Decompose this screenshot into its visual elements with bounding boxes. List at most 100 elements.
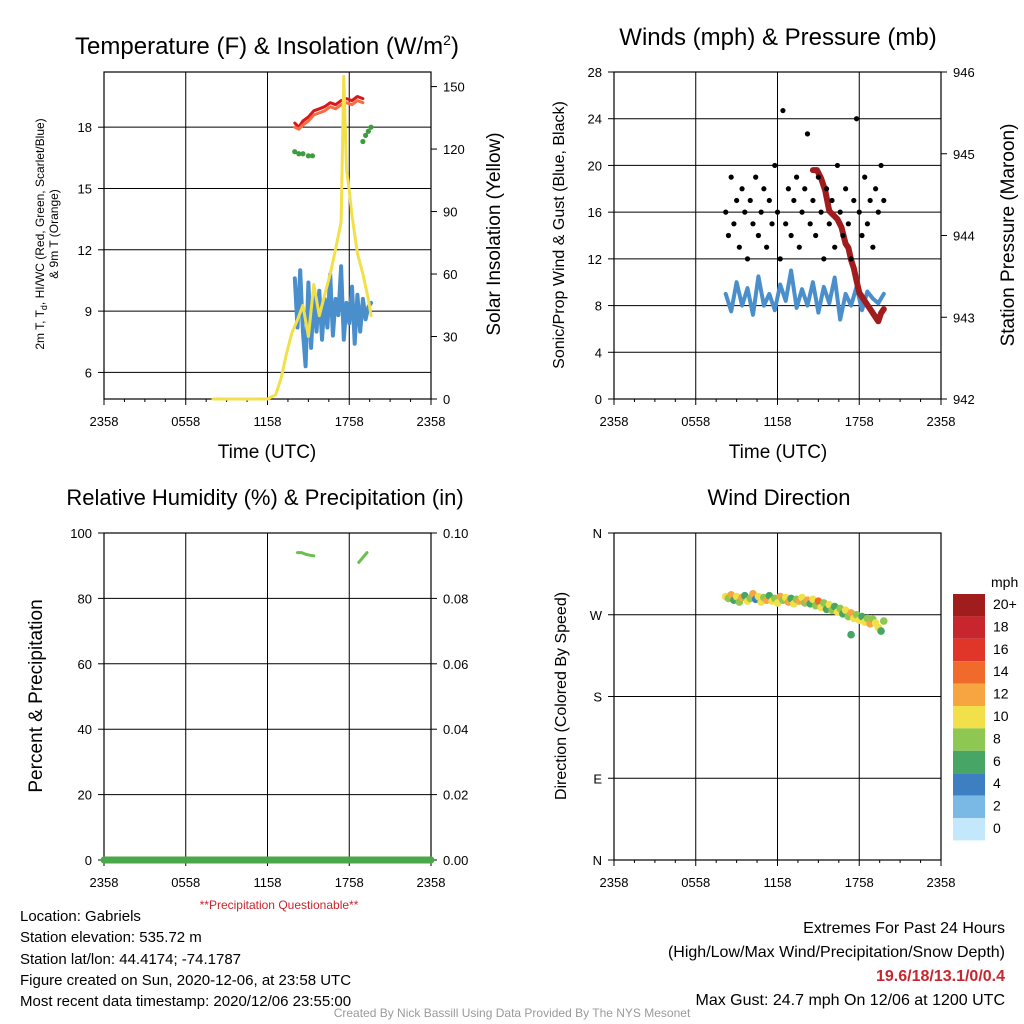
location-text: Location: Gabriels xyxy=(20,908,141,925)
y-tick-label: 12 xyxy=(588,252,602,267)
series-line xyxy=(293,95,365,129)
legend-swatch xyxy=(953,795,985,818)
y2-tick-label: 150 xyxy=(443,80,465,95)
precipitation-note: **Precipitation Questionable** xyxy=(200,898,359,912)
legend-label: 0 xyxy=(993,820,1001,836)
direction-point xyxy=(879,617,888,625)
y2-tick-label: 60 xyxy=(443,267,457,282)
data-point xyxy=(870,244,876,250)
legend-swatch xyxy=(953,728,985,751)
plot-frame xyxy=(613,71,942,400)
data-point xyxy=(788,232,794,239)
x-axis-label: Time (UTC) xyxy=(218,442,317,463)
x-tick-label: 1158 xyxy=(764,875,792,890)
x-axis-label: Time (UTC) xyxy=(729,442,828,463)
data-point xyxy=(731,221,737,227)
legend-label: 2 xyxy=(993,798,1001,814)
y-tick-label: 24 xyxy=(588,112,602,127)
data-point xyxy=(848,256,854,262)
data-point xyxy=(300,151,306,157)
data-point xyxy=(881,197,887,204)
data-point xyxy=(764,244,770,250)
data-point xyxy=(736,244,742,250)
legend-label: 6 xyxy=(993,753,1001,769)
y2-tick-label: 945 xyxy=(953,147,975,162)
max-gust-text: Max Gust: 24.7 mph On 12/06 at 1200 UTC xyxy=(695,992,1006,1009)
y2-axis-label: Solar Insolation (Yellow) xyxy=(484,132,505,335)
y2-tick-label: 0.00 xyxy=(443,853,468,868)
legend-label: 16 xyxy=(993,641,1009,657)
data-point xyxy=(723,209,729,215)
data-point xyxy=(755,232,762,239)
data-point xyxy=(796,244,802,250)
y-tick-label: 0 xyxy=(85,853,92,868)
data-point xyxy=(791,197,797,204)
data-point xyxy=(823,186,830,192)
data-point xyxy=(862,174,868,180)
legend-label: 12 xyxy=(993,686,1009,702)
data-point xyxy=(728,174,734,180)
y2-tick-label: 942 xyxy=(953,392,975,407)
x-tick-label: 2358 xyxy=(90,875,119,890)
data-point xyxy=(309,153,316,159)
y-tick-label: E xyxy=(593,771,602,786)
x-tick-label: 2358 xyxy=(600,414,629,429)
data-point xyxy=(845,221,851,227)
wind-direction-chart: Wind Direction Direction (Colored By Spe… xyxy=(553,485,1018,890)
data-point xyxy=(826,221,832,227)
data-point xyxy=(853,116,860,122)
y-tick-label: N xyxy=(593,526,602,541)
legend-swatch xyxy=(953,616,985,639)
y-axis-label: 2m T, Td, HI/WC (Red, Green, Scarlet/Blu… xyxy=(33,118,49,349)
data-point xyxy=(793,174,800,180)
y-tick-label: 60 xyxy=(78,657,92,672)
legend-swatch xyxy=(953,594,985,617)
data-point xyxy=(867,197,873,204)
data-point xyxy=(815,174,821,180)
x-tick-label: 1758 xyxy=(335,414,364,429)
y2-tick-label: 120 xyxy=(443,142,465,157)
chart-title: Wind Direction xyxy=(707,485,850,510)
y2-tick-label: 30 xyxy=(443,330,457,345)
x-tick-label: 2358 xyxy=(600,875,629,890)
station-info: Location: Gabriels Station elevation: 53… xyxy=(20,906,351,1012)
x-tick-label: 2358 xyxy=(927,414,956,429)
data-point xyxy=(837,209,843,215)
data-point xyxy=(843,186,849,192)
data-point xyxy=(725,232,732,239)
data-point xyxy=(821,256,827,262)
data-point xyxy=(807,221,813,227)
y-tick-label: 15 xyxy=(78,181,92,196)
direction-point xyxy=(877,627,885,635)
y-tick-label: 4 xyxy=(595,345,602,360)
legend-label: 14 xyxy=(993,663,1009,679)
data-point xyxy=(363,132,369,138)
x-tick-label: 1158 xyxy=(254,414,282,429)
data-point xyxy=(742,209,748,215)
y2-tick-label: 946 xyxy=(953,65,975,80)
data-point xyxy=(750,221,756,227)
legend-label: 20+ xyxy=(993,596,1017,612)
data-point xyxy=(783,221,789,227)
data-point xyxy=(753,174,759,180)
data-point xyxy=(305,153,311,159)
x-tick-label: 1758 xyxy=(845,414,874,429)
y-tick-label: N xyxy=(593,853,602,868)
y2-tick-label: 0.04 xyxy=(443,722,468,737)
data-point xyxy=(802,186,808,192)
legend-label: 8 xyxy=(993,730,1001,746)
legend-label: 18 xyxy=(993,618,1009,634)
y2-tick-label: 0 xyxy=(443,392,450,407)
created-text: Figure created on Sun, 2020-12-06, at 23… xyxy=(20,971,352,989)
y-tick-label: S xyxy=(593,690,602,705)
y-axis-label-line2: & 9m T (Orange) xyxy=(47,189,61,279)
y-axis-label: Sonic/Prop Wind & Gust (Blue, Black) xyxy=(551,101,568,369)
y-axis-label: Direction (Colored By Speed) xyxy=(553,592,570,800)
data-point xyxy=(774,209,781,215)
credits-footer: Created By Nick Bassill Using Data Provi… xyxy=(333,1006,691,1020)
x-tick-label: 2358 xyxy=(90,414,119,429)
y-tick-label: 9 xyxy=(85,304,92,319)
data-point xyxy=(834,162,841,169)
data-point xyxy=(365,128,371,134)
legend-swatch xyxy=(953,661,985,684)
